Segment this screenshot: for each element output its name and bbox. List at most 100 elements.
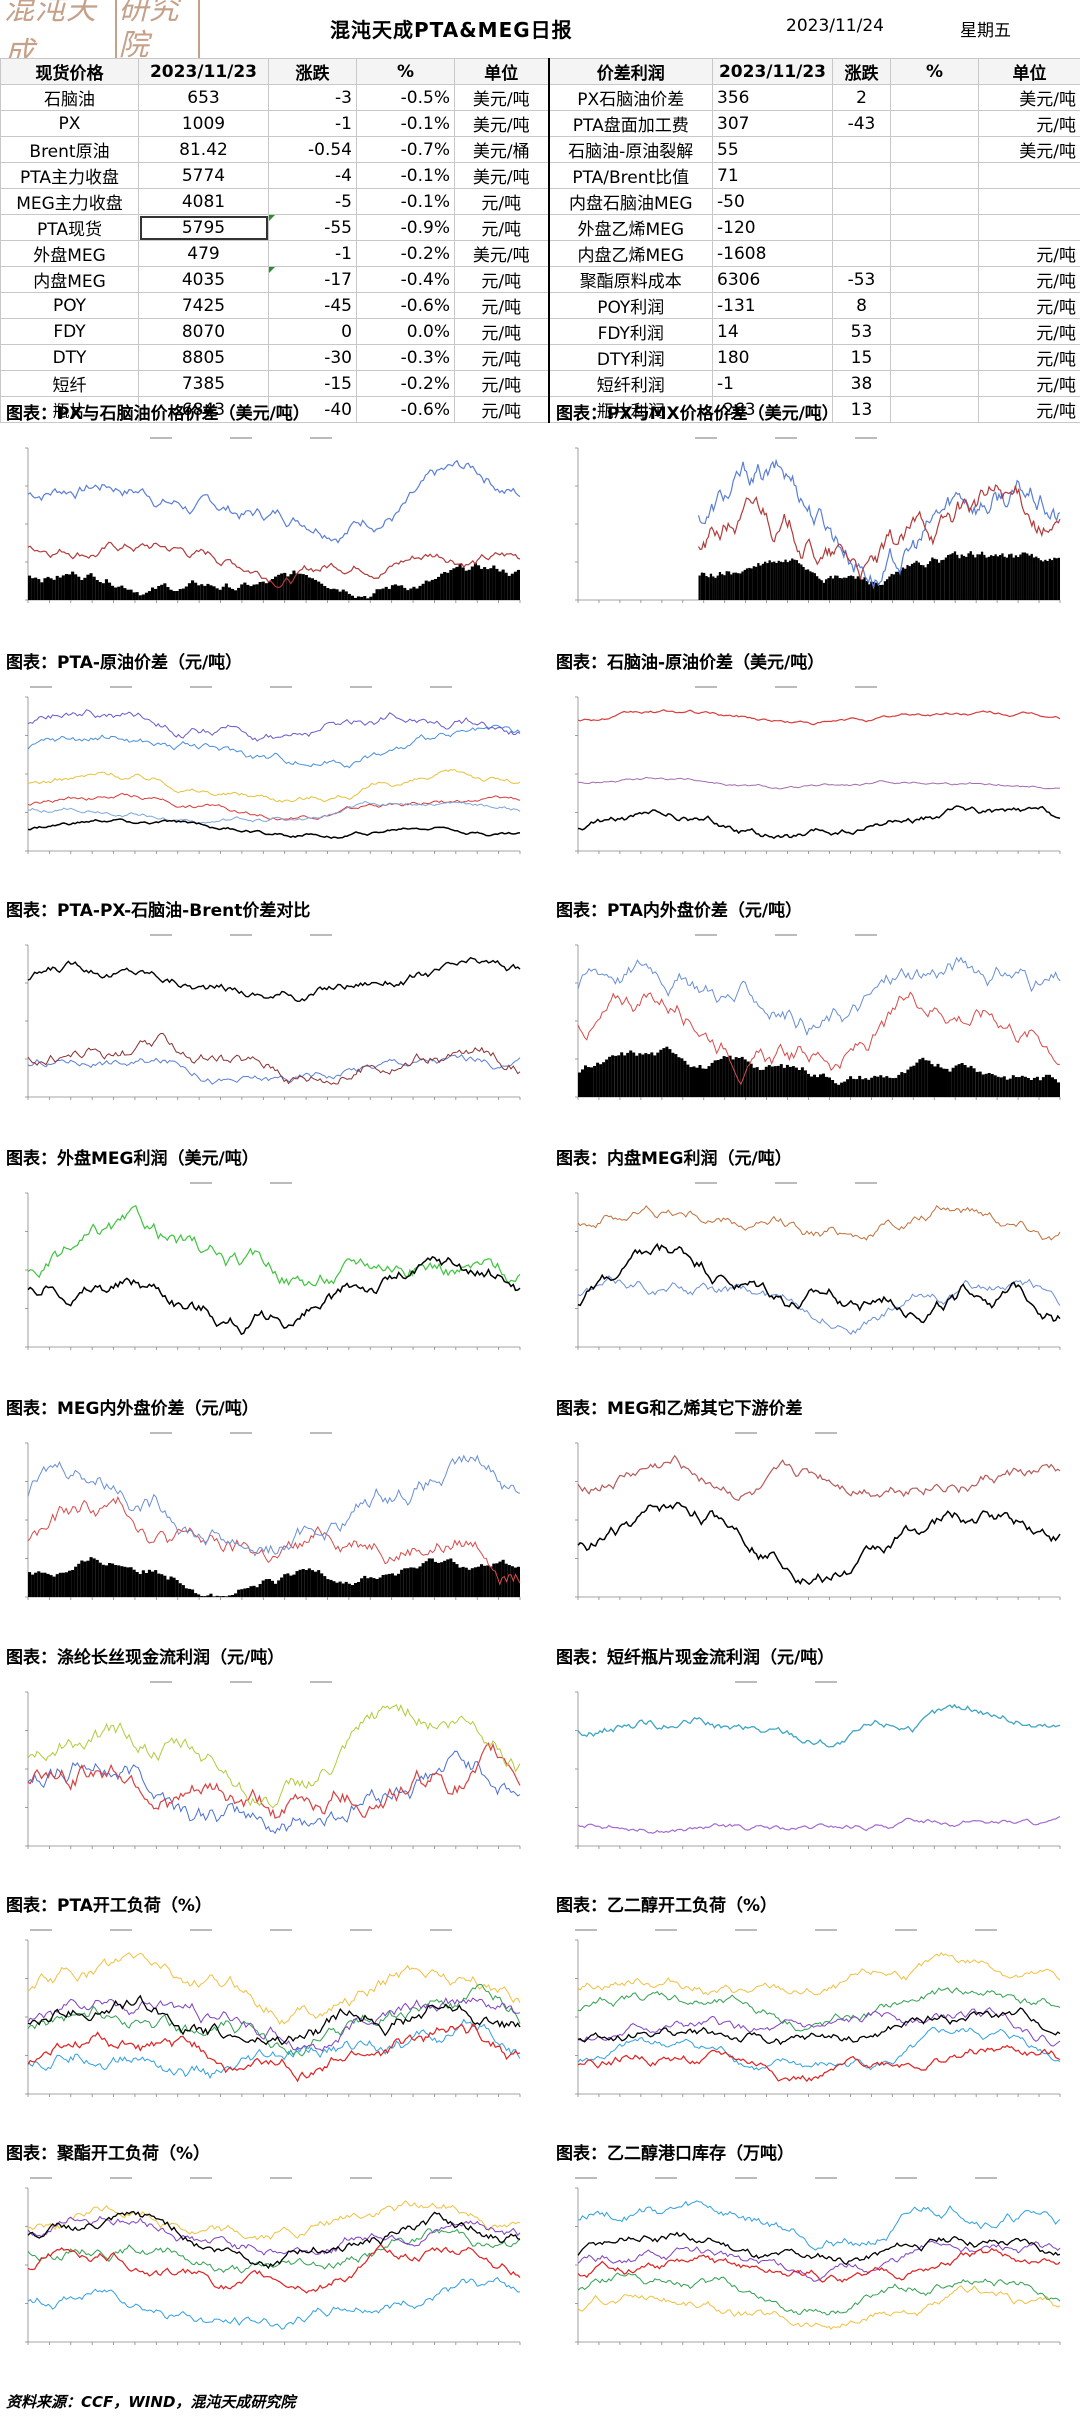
bar-mark xyxy=(160,1574,164,1597)
table-row: PTA主力收盘 5774 -4 -0.1% 美元/吨 PTA/Brent比值 71 xyxy=(0,162,1080,189)
series-line xyxy=(27,1454,521,1557)
bar-mark xyxy=(473,1567,477,1597)
bar-mark xyxy=(901,567,905,600)
bar-mark xyxy=(883,581,887,600)
bar-mark xyxy=(461,1566,465,1597)
bar-mark xyxy=(918,1059,922,1097)
series-line xyxy=(27,2215,521,2256)
bar-mark xyxy=(280,1577,284,1597)
bar-mark xyxy=(243,582,247,600)
bar-mark xyxy=(71,1570,75,1597)
bar-mark xyxy=(384,586,388,600)
bar-mark xyxy=(885,1076,889,1097)
bar-mark xyxy=(464,570,468,600)
bar-mark xyxy=(873,1075,877,1097)
bar-mark xyxy=(64,1572,68,1597)
spread-pct xyxy=(890,344,979,371)
bar-mark xyxy=(900,1072,904,1097)
bar-mark xyxy=(184,1588,188,1597)
bar-mark xyxy=(344,1581,348,1597)
bar-mark xyxy=(507,575,511,600)
bar-mark xyxy=(849,1076,853,1097)
logo-box-text: 研究院 xyxy=(114,0,200,66)
spot-value: 479 xyxy=(138,240,269,267)
bar-mark xyxy=(698,575,701,600)
bar-mark xyxy=(43,578,47,600)
bar-mark xyxy=(748,567,751,600)
bar-mark xyxy=(940,560,943,600)
bar-mark xyxy=(366,1578,370,1597)
spot-unit: 元/吨 xyxy=(454,370,550,397)
bar-mark xyxy=(212,586,216,600)
source-footer: 资料来源：CCF，WIND，混沌天成研究院 xyxy=(6,2393,296,2411)
bar-mark xyxy=(350,595,354,600)
bar-mark xyxy=(686,1064,690,1097)
bar-mark xyxy=(80,580,84,600)
bar-mark xyxy=(836,575,839,600)
table-row: 短纤 7385 -15 -0.2% 元/吨 短纤利润 -1 38 元/吨 xyxy=(0,370,1080,397)
bar-mark xyxy=(813,1074,816,1097)
bar-mark xyxy=(713,1060,717,1097)
bar-mark xyxy=(1057,557,1060,600)
spot-change: -55 xyxy=(268,214,357,241)
bar-mark xyxy=(793,559,796,600)
bar-mark xyxy=(61,575,65,600)
spot-unit: 元/吨 xyxy=(454,396,550,423)
bar-mark xyxy=(80,1560,84,1597)
bar-mark xyxy=(437,1562,441,1597)
series-line xyxy=(577,2231,1061,2266)
bar-mark xyxy=(825,1076,828,1097)
bar-mark xyxy=(274,576,278,600)
bar-mark xyxy=(949,554,952,600)
bar-mark xyxy=(175,1580,179,1597)
spread-unit xyxy=(978,214,1080,241)
spot-unit: 元/吨 xyxy=(454,292,550,319)
chart-background xyxy=(0,925,540,1145)
bar-mark xyxy=(837,1084,841,1097)
bar-mark xyxy=(764,561,767,600)
series-line xyxy=(577,2272,1061,2316)
bar-mark xyxy=(298,573,302,600)
price-spread-table: 现货价格 2023/11/23 涨跌% 单位 价差利润 2023/11/23 涨跌% 单位 石… xyxy=(0,58,1080,423)
spot-change: -30 xyxy=(268,344,357,371)
bar-mark xyxy=(963,1065,967,1097)
spread-pct xyxy=(890,84,979,111)
bar-mark xyxy=(151,587,155,600)
bar-mark xyxy=(948,1071,952,1097)
bar-mark xyxy=(945,1068,949,1097)
spot-change: 0 xyxy=(268,318,357,345)
bar-mark xyxy=(178,589,182,600)
bar-mark xyxy=(712,576,715,600)
bar-mark xyxy=(892,574,896,600)
bar-mark xyxy=(166,587,170,600)
spot-value: 8070 xyxy=(138,318,269,345)
bar-mark xyxy=(350,1585,354,1597)
series-line xyxy=(577,776,1061,790)
bar-mark xyxy=(987,556,990,600)
bar-mark xyxy=(427,581,431,600)
bar-mark xyxy=(731,1059,735,1097)
bar-mark xyxy=(816,1077,819,1097)
bar-mark xyxy=(415,588,419,600)
bar-mark xyxy=(909,1066,913,1097)
bar-mark xyxy=(187,1588,191,1597)
bar-mark xyxy=(626,1052,630,1097)
bar-mark xyxy=(1057,1082,1060,1097)
bar-mark xyxy=(894,1077,898,1097)
bar-mark xyxy=(1017,557,1020,600)
bar-mark xyxy=(440,1562,444,1597)
series-line xyxy=(577,1242,1061,1324)
bar-mark xyxy=(277,1580,281,1597)
spot-change: -5 xyxy=(268,188,357,215)
bar-mark xyxy=(999,555,1002,600)
chart-background xyxy=(0,1423,540,1645)
bar-mark xyxy=(363,596,367,600)
bar-mark xyxy=(802,567,805,600)
bar-mark xyxy=(221,586,225,600)
bar-mark xyxy=(942,559,945,600)
bar-mark xyxy=(317,581,321,600)
bar-mark xyxy=(264,583,268,600)
spread-unit: 元/吨 xyxy=(978,266,1080,293)
bar-mark xyxy=(718,572,722,600)
series-line xyxy=(27,459,521,544)
